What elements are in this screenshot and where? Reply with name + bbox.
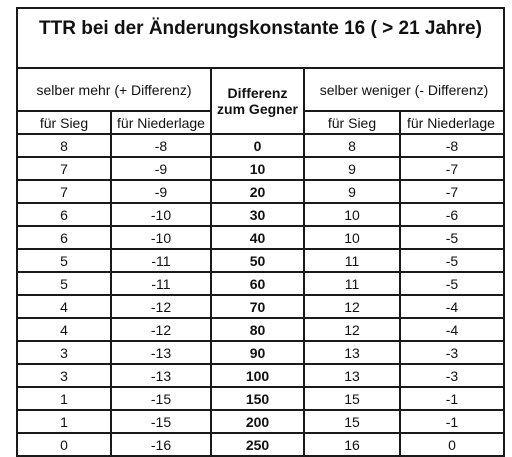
cell-left-win: 1 (16, 409, 112, 434)
subheader-left-win: für Sieg (16, 110, 112, 135)
cell-left-win: 4 (16, 317, 112, 342)
subheader-left-loss: für Niederlage (110, 110, 212, 135)
cell-left-win: 5 (16, 271, 112, 296)
cell-difference: 30 (210, 202, 305, 227)
cell-difference: 250 (210, 432, 305, 457)
cell-left-win: 1 (16, 386, 112, 411)
cell-right-loss: -3 (399, 363, 505, 388)
group-header-less: selber weniger (- Differenz) (303, 67, 505, 112)
table-row: 1 -15 150 15 -1 (16, 386, 505, 411)
subheader-right-loss: für Niederlage (399, 110, 505, 135)
cell-difference: 90 (210, 340, 305, 365)
cell-right-loss: -5 (399, 225, 505, 250)
cell-right-win: 13 (303, 363, 401, 388)
table-row: 4 -12 70 12 -4 (16, 294, 505, 319)
cell-right-win: 10 (303, 202, 401, 227)
document-page: TTR bei der Änderungskonstante 16 ( > 21… (16, 7, 505, 457)
difference-label-line1: Differenz (227, 85, 288, 101)
table-row: 7 -9 10 9 -7 (16, 156, 505, 181)
cell-right-win: 12 (303, 317, 401, 342)
table-row: 1 -15 200 15 -1 (16, 409, 505, 434)
table-row: 6 -10 40 10 -5 (16, 225, 505, 250)
cell-right-win: 9 (303, 179, 401, 204)
cell-difference: 10 (210, 156, 305, 181)
cell-difference: 80 (210, 317, 305, 342)
cell-left-win: 3 (16, 340, 112, 365)
cell-right-win: 9 (303, 156, 401, 181)
cell-left-win: 7 (16, 179, 112, 204)
cell-right-loss: -8 (399, 133, 505, 158)
cell-right-win: 15 (303, 386, 401, 411)
difference-label-line2: zum Gegner (217, 101, 298, 117)
cell-difference: 50 (210, 248, 305, 273)
group-header-difference: Differenz zum Gegner (210, 67, 305, 135)
cell-left-loss: -12 (110, 317, 212, 342)
cell-right-loss: -3 (399, 340, 505, 365)
cell-difference: 0 (210, 133, 305, 158)
cell-right-win: 11 (303, 271, 401, 296)
cell-difference: 70 (210, 294, 305, 319)
table-row: 6 -10 30 10 -6 (16, 202, 505, 227)
cell-right-win: 15 (303, 409, 401, 434)
cell-left-loss: -9 (110, 179, 212, 204)
cell-right-win: 12 (303, 294, 401, 319)
table-row: 0 -16 250 16 0 (16, 432, 505, 457)
cell-right-loss: -5 (399, 248, 505, 273)
cell-left-loss: -8 (110, 133, 212, 158)
cell-right-win: 13 (303, 340, 401, 365)
cell-left-loss: -11 (110, 271, 212, 296)
cell-difference: 150 (210, 386, 305, 411)
table-row: 8 -8 0 8 -8 (16, 133, 505, 158)
cell-difference: 40 (210, 225, 305, 250)
cell-left-win: 4 (16, 294, 112, 319)
table-row: 4 -12 80 12 -4 (16, 317, 505, 342)
cell-right-loss: -4 (399, 294, 505, 319)
cell-difference: 200 (210, 409, 305, 434)
cell-left-loss: -15 (110, 386, 212, 411)
cell-right-win: 8 (303, 133, 401, 158)
cell-left-loss: -11 (110, 248, 212, 273)
cell-right-loss: -1 (399, 409, 505, 434)
cell-left-win: 6 (16, 225, 112, 250)
table-title: TTR bei der Änderungskonstante 16 ( > 21… (16, 7, 505, 69)
cell-left-win: 3 (16, 363, 112, 388)
table-row: 3 -13 100 13 -3 (16, 363, 505, 388)
cell-right-loss: -1 (399, 386, 505, 411)
table-row: 5 -11 60 11 -5 (16, 271, 505, 296)
ttr-table: TTR bei der Änderungskonstante 16 ( > 21… (16, 7, 505, 457)
cell-left-win: 0 (16, 432, 112, 457)
table-row: 7 -9 20 9 -7 (16, 179, 505, 204)
cell-left-loss: -10 (110, 202, 212, 227)
cell-left-loss: -13 (110, 340, 212, 365)
cell-right-loss: -5 (399, 271, 505, 296)
cell-left-loss: -16 (110, 432, 212, 457)
cell-difference: 100 (210, 363, 305, 388)
cell-left-win: 5 (16, 248, 112, 273)
cell-right-loss: -6 (399, 202, 505, 227)
cell-left-win: 6 (16, 202, 112, 227)
cell-right-loss: -7 (399, 179, 505, 204)
table-row: 5 -11 50 11 -5 (16, 248, 505, 273)
cell-right-loss: 0 (399, 432, 505, 457)
cell-left-win: 7 (16, 156, 112, 181)
cell-left-loss: -13 (110, 363, 212, 388)
cell-left-loss: -12 (110, 294, 212, 319)
cell-difference: 20 (210, 179, 305, 204)
cell-right-loss: -4 (399, 317, 505, 342)
cell-left-loss: -9 (110, 156, 212, 181)
cell-left-loss: -10 (110, 225, 212, 250)
group-header-more: selber mehr (+ Differenz) (16, 67, 212, 112)
cell-difference: 60 (210, 271, 305, 296)
table-row: 3 -13 90 13 -3 (16, 340, 505, 365)
cell-right-win: 10 (303, 225, 401, 250)
cell-left-win: 8 (16, 133, 112, 158)
cell-left-loss: -15 (110, 409, 212, 434)
cell-right-win: 16 (303, 432, 401, 457)
cell-right-win: 11 (303, 248, 401, 273)
subheader-right-win: für Sieg (303, 110, 401, 135)
cell-right-loss: -7 (399, 156, 505, 181)
